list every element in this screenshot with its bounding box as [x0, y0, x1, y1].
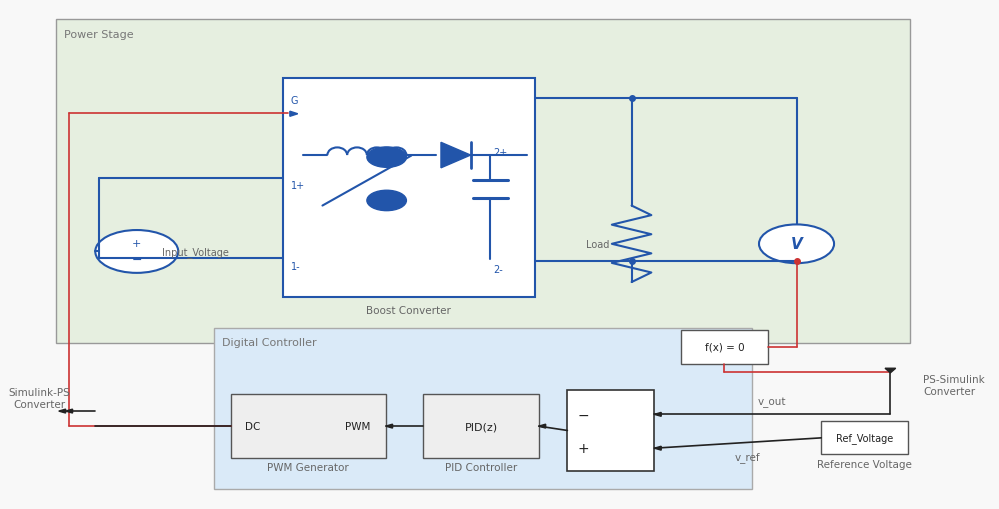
- Text: PID Controller: PID Controller: [445, 462, 517, 472]
- Text: DC: DC: [246, 421, 261, 431]
- Text: −: −: [132, 253, 142, 267]
- Circle shape: [759, 225, 834, 264]
- Text: +: +: [132, 239, 142, 249]
- Circle shape: [367, 148, 407, 168]
- Circle shape: [95, 231, 178, 273]
- FancyBboxPatch shape: [214, 328, 752, 489]
- Text: 2-: 2-: [494, 264, 503, 274]
- Polygon shape: [290, 112, 298, 117]
- Text: v_ref: v_ref: [735, 451, 760, 462]
- FancyBboxPatch shape: [56, 20, 910, 344]
- Polygon shape: [654, 446, 661, 450]
- Text: PWM Generator: PWM Generator: [268, 462, 349, 472]
- Text: v_out: v_out: [758, 397, 786, 407]
- Polygon shape: [441, 143, 471, 168]
- FancyBboxPatch shape: [567, 390, 654, 471]
- Text: G: G: [291, 95, 299, 105]
- Polygon shape: [386, 425, 393, 428]
- FancyBboxPatch shape: [681, 330, 768, 364]
- Text: PS-Simulink
Converter: PS-Simulink Converter: [923, 375, 985, 396]
- Polygon shape: [538, 425, 545, 428]
- Polygon shape: [59, 409, 66, 413]
- Text: 2+: 2+: [494, 147, 507, 157]
- FancyBboxPatch shape: [821, 421, 908, 455]
- Text: −: −: [577, 408, 588, 421]
- Text: Ref_Voltage: Ref_Voltage: [836, 433, 893, 443]
- Text: f(x) = 0: f(x) = 0: [704, 342, 744, 352]
- Text: Boost Converter: Boost Converter: [367, 305, 452, 315]
- Text: V: V: [790, 237, 802, 252]
- Text: Load: Load: [586, 239, 609, 249]
- Circle shape: [367, 191, 407, 211]
- Polygon shape: [654, 413, 661, 416]
- Text: Simulink-PS
Converter: Simulink-PS Converter: [8, 387, 70, 409]
- Text: Digital Controller: Digital Controller: [222, 337, 317, 348]
- FancyBboxPatch shape: [283, 79, 534, 298]
- Text: Power Stage: Power Stage: [64, 30, 133, 40]
- Text: Input_Voltage: Input_Voltage: [163, 246, 230, 258]
- FancyBboxPatch shape: [424, 394, 538, 458]
- Text: 1-: 1-: [291, 262, 301, 272]
- Polygon shape: [66, 409, 73, 413]
- Text: PID(z): PID(z): [465, 421, 498, 431]
- Text: 1+: 1+: [291, 180, 305, 190]
- Text: Reference Voltage: Reference Voltage: [817, 459, 912, 469]
- FancyBboxPatch shape: [231, 394, 386, 458]
- Text: PWM: PWM: [346, 421, 371, 431]
- Text: +: +: [577, 441, 588, 455]
- Polygon shape: [885, 369, 896, 373]
